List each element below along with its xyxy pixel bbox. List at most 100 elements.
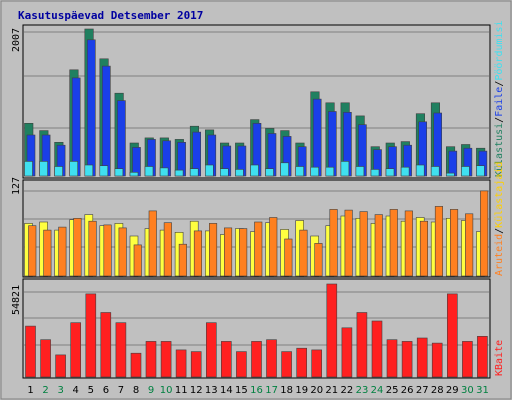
day-label: 31 (476, 385, 489, 396)
day-label: 16 (250, 385, 263, 396)
day-label: 6 (103, 385, 109, 396)
sites-bar (434, 206, 444, 277)
files-bar (102, 65, 111, 177)
hits-bar (129, 172, 139, 177)
sites-bar (329, 209, 338, 277)
bottom-max-label: 54821 (11, 285, 22, 315)
hits-bar (220, 168, 229, 177)
hits-bar (99, 165, 109, 177)
bottom-legend-kbytes: KBaite (494, 340, 505, 376)
top-legend: Külastusi/Faile/Pöördumisi (494, 20, 505, 177)
kbytes-bar (462, 341, 473, 378)
kbytes-bar (206, 322, 217, 378)
hits-bar (461, 166, 470, 177)
kbytes-bar (221, 341, 232, 378)
sites-bar (284, 238, 293, 277)
day-label: 7 (118, 385, 124, 396)
kbytes-bar (356, 312, 368, 378)
hits-bar (205, 164, 214, 177)
hits-bar (24, 161, 33, 177)
sites-bar (404, 210, 413, 277)
hits-bar (325, 166, 335, 177)
day-label: 15 (235, 385, 248, 396)
middle-max-label: 127 (11, 177, 22, 195)
day-label: 13 (205, 385, 218, 396)
hits-bar (250, 164, 259, 177)
sites-bar (209, 223, 218, 277)
files-bar (327, 111, 337, 177)
sites-bar (449, 209, 459, 277)
sites-bar (163, 222, 172, 277)
sites-bar (389, 209, 398, 277)
hits-bar (189, 168, 199, 177)
top-legend-sep-2: / (494, 81, 505, 87)
hits-bar (355, 166, 365, 177)
kbytes-bar (266, 339, 277, 378)
hits-bar (39, 161, 48, 177)
files-bar (87, 39, 96, 177)
sites-bar (28, 225, 37, 277)
day-label: 5 (88, 385, 94, 396)
hits-bar (310, 166, 320, 177)
hits-bar (265, 168, 274, 177)
chart-title: Kasutuspäevad Detsember 2017 (18, 9, 203, 22)
hits-bar (54, 166, 63, 177)
kbytes-bar (25, 325, 36, 378)
kbytes-bar (85, 293, 97, 378)
hits-bar (280, 162, 289, 177)
day-label: 18 (280, 385, 293, 396)
day-label: 30 (461, 385, 474, 396)
day-label: 25 (386, 385, 399, 396)
day-label: 10 (160, 385, 173, 396)
day-label: 24 (371, 385, 384, 396)
kbytes-bar (100, 312, 112, 378)
top-legend-hits: Pöördumisi (494, 20, 505, 80)
day-labels: 1 2 3 4 5 6 7 8 9 10 11 12 13 14 15 16 17 18 19 20 21 22 23 24 2… (27, 385, 489, 396)
middle-legend-sites: Aruteid (494, 234, 505, 276)
kbytes-bar (431, 342, 443, 378)
hits-bar (430, 166, 440, 177)
kbytes-bar (401, 341, 413, 378)
hits-bar (144, 166, 154, 177)
hits-bar (69, 161, 78, 177)
sites-bar (419, 220, 429, 277)
sites-bar (193, 230, 202, 277)
day-label: 1 (27, 385, 33, 396)
kbytes-bar (190, 351, 202, 378)
hits-bar (385, 168, 395, 177)
hits-bar (370, 169, 380, 177)
day-label: 21 (325, 385, 338, 396)
kbytes-bar (477, 335, 488, 378)
sites-bar (299, 229, 308, 277)
day-label: 2 (42, 385, 48, 396)
files-bar (448, 150, 458, 177)
kbytes-bar (145, 341, 157, 378)
files-bar (132, 147, 141, 177)
sites-bar (58, 226, 67, 277)
kbytes-bar (386, 339, 398, 378)
kbytes-bar (296, 347, 308, 378)
kbytes-bar (251, 341, 262, 378)
sites-bar (118, 227, 127, 277)
top-legend-files: Faile (494, 87, 505, 117)
sites-bar (133, 244, 142, 277)
top-max-label: 2007 (11, 28, 22, 52)
day-label: 17 (265, 385, 278, 396)
sites-bar (465, 213, 474, 277)
kbytes-bar (55, 354, 66, 378)
sites-bar (480, 190, 489, 277)
hits-bar (400, 166, 410, 177)
day-label: 22 (341, 385, 354, 396)
day-label: 26 (401, 385, 414, 396)
sites-bar (43, 229, 52, 277)
hits-bar (476, 165, 485, 177)
sites-bar (254, 221, 263, 277)
sites-bar (148, 210, 157, 277)
kbytes-bar (281, 351, 292, 378)
hits-bar (445, 172, 455, 177)
sites-bar (269, 217, 278, 277)
day-label: 3 (58, 385, 64, 396)
sites-bar (314, 243, 323, 277)
kbytes-bar (130, 352, 142, 378)
